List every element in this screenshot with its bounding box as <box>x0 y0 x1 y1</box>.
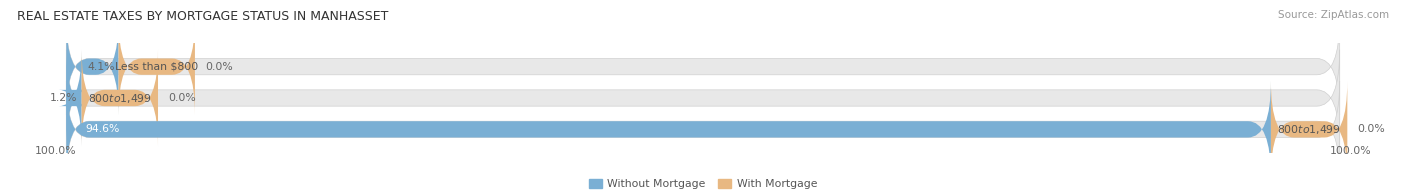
Text: 0.0%: 0.0% <box>1358 124 1385 134</box>
Text: REAL ESTATE TAXES BY MORTGAGE STATUS IN MANHASSET: REAL ESTATE TAXES BY MORTGAGE STATUS IN … <box>17 10 388 23</box>
FancyBboxPatch shape <box>66 81 1340 178</box>
Text: 94.6%: 94.6% <box>86 124 120 134</box>
FancyBboxPatch shape <box>66 81 1271 178</box>
FancyBboxPatch shape <box>66 18 118 115</box>
Text: 0.0%: 0.0% <box>169 93 195 103</box>
Text: 100.0%: 100.0% <box>35 146 76 156</box>
FancyBboxPatch shape <box>1271 81 1347 178</box>
FancyBboxPatch shape <box>66 50 1340 146</box>
Text: 1.2%: 1.2% <box>51 93 77 103</box>
FancyBboxPatch shape <box>118 18 195 115</box>
FancyBboxPatch shape <box>82 50 157 146</box>
Text: Source: ZipAtlas.com: Source: ZipAtlas.com <box>1278 10 1389 20</box>
Text: 0.0%: 0.0% <box>205 62 233 72</box>
Legend: Without Mortgage, With Mortgage: Without Mortgage, With Mortgage <box>585 175 821 194</box>
FancyBboxPatch shape <box>66 18 1340 115</box>
Text: 4.1%: 4.1% <box>87 62 115 72</box>
Text: 100.0%: 100.0% <box>1330 146 1371 156</box>
Text: Less than $800: Less than $800 <box>115 62 198 72</box>
Text: $800 to $1,499: $800 to $1,499 <box>1277 123 1341 136</box>
FancyBboxPatch shape <box>59 50 89 146</box>
Text: $800 to $1,499: $800 to $1,499 <box>87 92 152 104</box>
